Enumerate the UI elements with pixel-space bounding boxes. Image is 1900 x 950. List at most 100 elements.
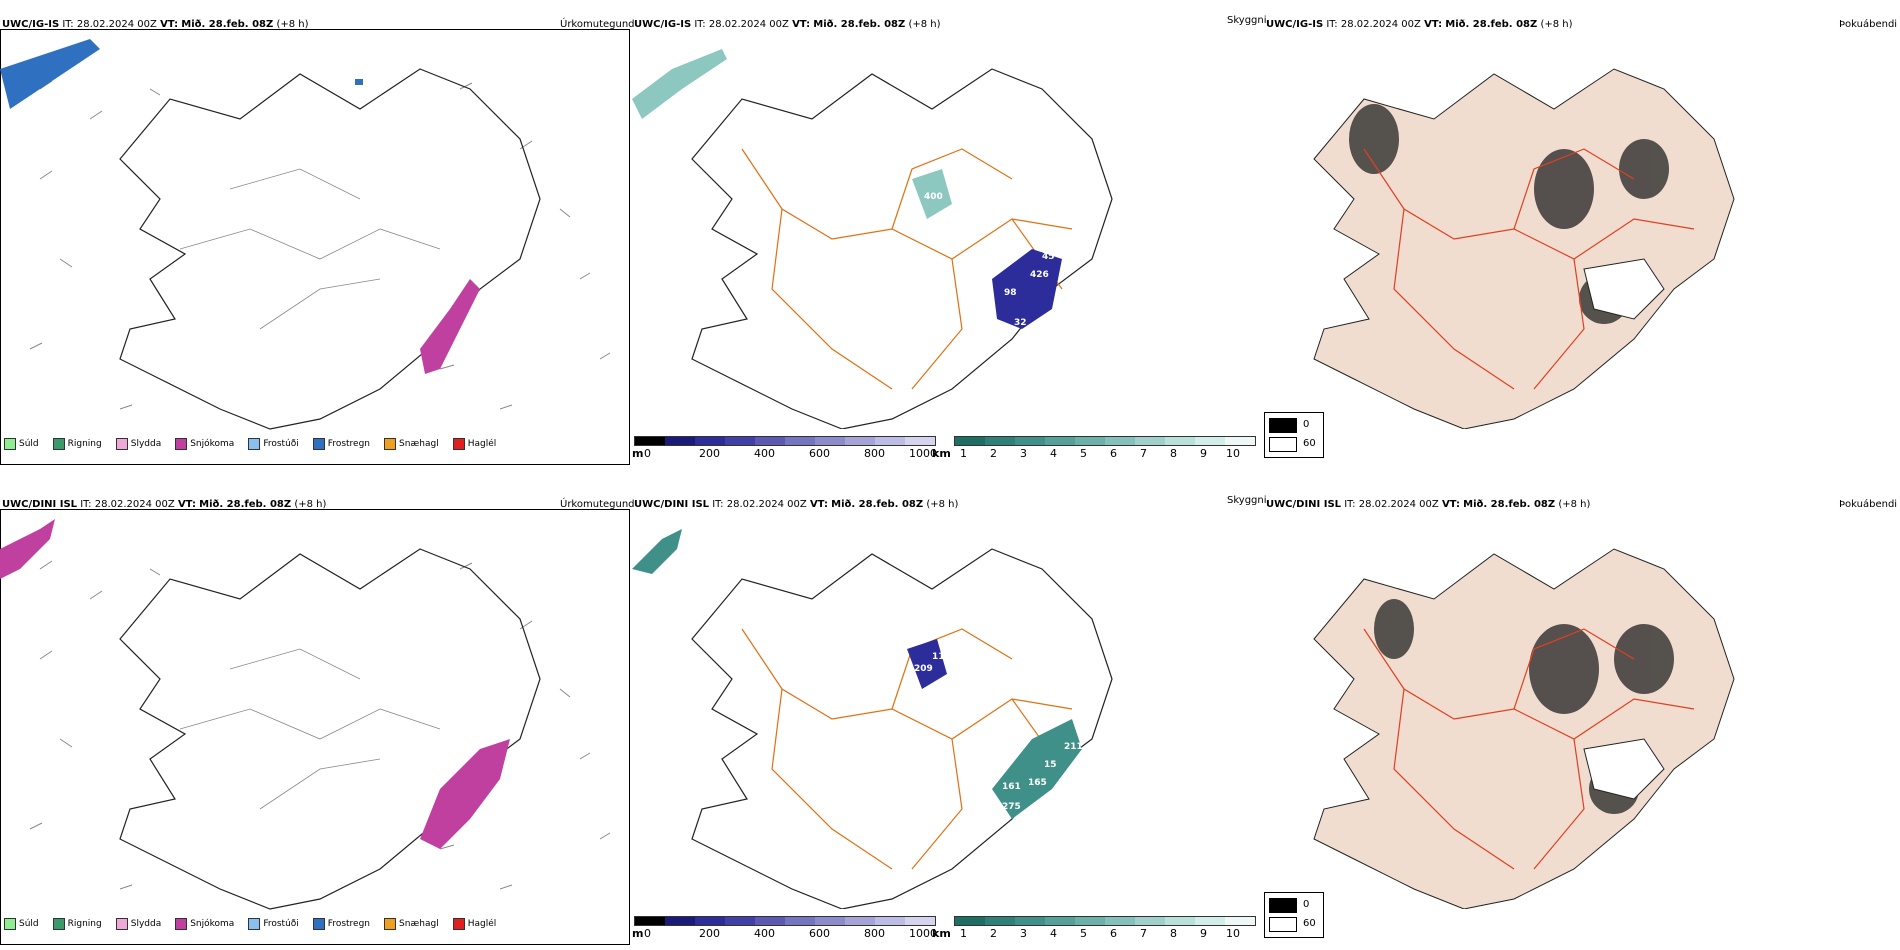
iceland-outline (119, 548, 541, 910)
iceland-map (0, 519, 611, 910)
map-frame (0, 29, 630, 465)
roads (179, 648, 441, 810)
fog-swatch-low (1269, 898, 1297, 913)
vis-km-colorbar (954, 916, 1256, 926)
snow-area-coastal (0, 519, 55, 579)
iceland-map: 161 165 15 211 275 118 209 29 (632, 529, 1113, 909)
legend-swatch (312, 918, 325, 930)
m-ticks: 0 200 400 600 800 1000 (644, 447, 937, 460)
panel-title: Skyggni (1227, 15, 1267, 26)
iceland-outline (119, 68, 541, 430)
fog-swatch-high (1269, 437, 1297, 452)
map-label: 29 (974, 672, 987, 682)
fog-low-label: 0 (1303, 899, 1310, 910)
legend-swatch (175, 918, 188, 930)
fog-legend: 0 60 (1264, 892, 1324, 938)
fog-high-label: 60 (1303, 438, 1316, 449)
panel-header: UWC/DINI ISL IT: 28.02.2024 00Z VT: Mið.… (634, 499, 959, 510)
mid-vis-area (992, 719, 1082, 819)
legend-swatch (312, 438, 325, 450)
km-unit: km (932, 927, 951, 940)
fog-panel-bottom: UWC/DINI ISL IT: 28.02.2024 00Z VT: Mið.… (1264, 495, 1897, 945)
fog-swatch-low (1269, 418, 1297, 433)
wind-barbs (29, 80, 611, 410)
legend-swatch (384, 918, 397, 930)
snow-area (420, 279, 480, 374)
map-label: 275 (1002, 802, 1021, 812)
panel-header: UWC/DINI ISL IT: 28.02.2024 00Z VT: Mið.… (1266, 499, 1591, 510)
m-unit: m (632, 447, 644, 460)
legend-swatch (248, 438, 261, 450)
map-label: 15 (1044, 760, 1057, 770)
glacier (1583, 258, 1665, 320)
map-label: 45 (1042, 252, 1055, 262)
iceland-land (1313, 548, 1735, 909)
km-ticks: 1 2 3 4 5 6 7 8 9 10 (960, 927, 1240, 940)
map-label: 211 (1064, 742, 1083, 752)
visibility-panel-bottom: UWC/DINI ISL IT: 28.02.2024 00Z VT: Mið.… (632, 495, 1267, 945)
roads (179, 168, 441, 330)
map-label: 118 (932, 652, 951, 662)
vis-coastal-band (632, 529, 682, 574)
panel-title: Þokuábendi (1839, 19, 1898, 30)
roads (1363, 628, 1695, 870)
m-unit: m (632, 927, 644, 940)
panel-header: UWC/DINI ISL IT: 28.02.2024 00Z VT: Mið.… (2, 499, 327, 510)
frozen-precip-area (0, 39, 100, 109)
fog-patches (1374, 599, 1674, 814)
fog-low-label: 0 (1303, 419, 1310, 430)
precip-legend: Súld Rigning Slydda Snjókoma Frostúði Fr… (4, 915, 504, 933)
map-frame (0, 509, 630, 945)
legend-swatch (115, 438, 128, 450)
legend-swatch (4, 438, 16, 450)
map-label: 426 (1030, 270, 1049, 280)
iceland-outline (691, 548, 1113, 909)
panel-title: Úrkomutegund (560, 499, 635, 510)
vis-m-colorbar (634, 916, 936, 926)
iceland-map (0, 39, 611, 430)
vis-m-colorbar (634, 436, 936, 446)
legend-swatch (52, 438, 65, 450)
legend-swatch (52, 918, 65, 930)
m-ticks: 0 200 400 600 800 1000 (644, 927, 937, 940)
vis-coastal-band (632, 49, 727, 119)
legend-swatch (452, 438, 465, 450)
low-vis-area (992, 249, 1062, 329)
panel-header: UWC/IG-IS IT: 28.02.2024 00Z VT: Mið. 28… (2, 19, 309, 30)
precip-panel-bottom: UWC/DINI ISL IT: 28.02.2024 00Z VT: Mið.… (0, 495, 635, 945)
legend-swatch (384, 438, 397, 450)
iceland-map: 98 426 45 400 32 (632, 49, 1113, 429)
fog-high-label: 60 (1303, 918, 1316, 929)
mid-vis-area (912, 169, 952, 219)
panel-title: Skyggni (1227, 495, 1267, 506)
panel-header: UWC/IG-IS IT: 28.02.2024 00Z VT: Mið. 28… (1266, 19, 1573, 30)
panel-header: UWC/IG-IS IT: 28.02.2024 00Z VT: Mið. 28… (634, 19, 941, 30)
vis-km-colorbar (954, 436, 1256, 446)
map-label: 400 (924, 192, 943, 202)
map-label: 209 (914, 664, 933, 674)
fog-panel-top: UWC/IG-IS IT: 28.02.2024 00Z VT: Mið. 28… (1264, 15, 1898, 465)
map-label: 32 (1014, 318, 1027, 328)
roads (741, 148, 1073, 390)
fog-legend: 0 60 (1264, 412, 1324, 458)
panel-title: Úrkomutegund (560, 19, 635, 30)
precip-panel-top: UWC/IG-IS IT: 28.02.2024 00Z VT: Mið. 28… (0, 15, 635, 465)
iceland-map (1313, 548, 1735, 909)
legend-swatch (115, 918, 128, 930)
frozen-precip-spot (355, 79, 363, 85)
visibility-panel-top: UWC/IG-IS IT: 28.02.2024 00Z VT: Mið. 28… (632, 15, 1267, 465)
snow-area (420, 739, 510, 849)
map-label: 161 (1002, 782, 1021, 792)
iceland-map (1313, 68, 1735, 429)
roads (1363, 148, 1695, 390)
km-ticks: 1 2 3 4 5 6 7 8 9 10 (960, 447, 1240, 460)
glacier (1583, 738, 1665, 800)
low-vis-area (907, 639, 947, 689)
legend-swatch (452, 918, 465, 930)
roads (741, 628, 1073, 870)
map-label: 165 (1028, 778, 1047, 788)
legend-swatch (175, 438, 188, 450)
legend-swatch (248, 918, 261, 930)
map-label: 98 (1004, 288, 1017, 298)
wind-barbs (29, 560, 611, 890)
